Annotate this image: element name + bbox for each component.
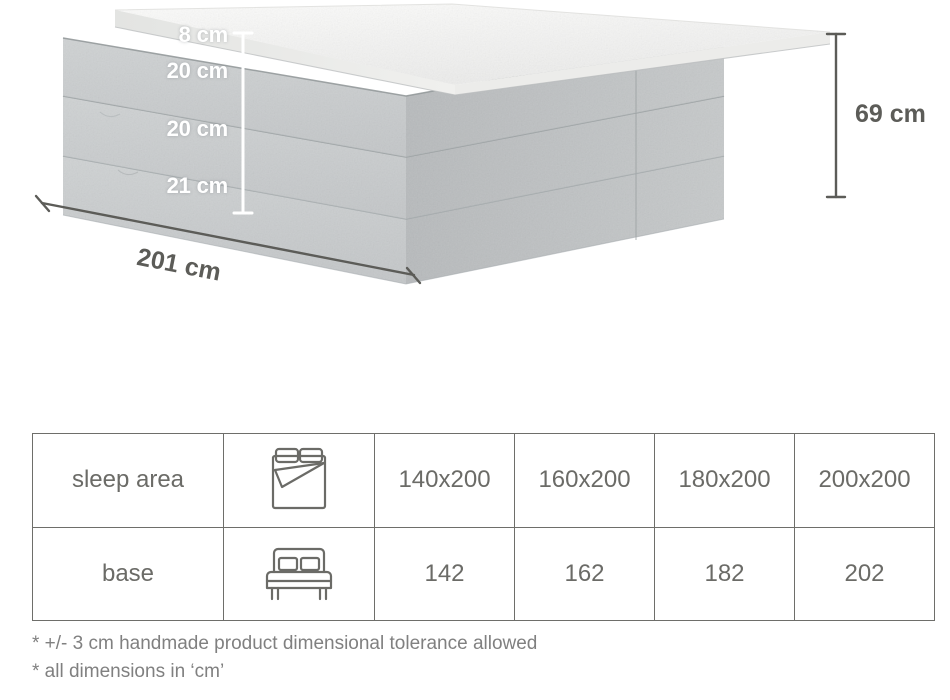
table-row: base 142 162 182 202: [32, 526, 935, 621]
mattress-stack-svg: [34, 3, 847, 285]
cell-sleep-area-180: 180x200: [654, 433, 795, 528]
mattress-stack-illustration: 8 cm 20 cm 20 cm 21 cm 69 cm 201 cm: [34, 3, 926, 287]
label-layer-mattress-upper: 20 cm: [166, 58, 229, 83]
footnotes: * +/- 3 cm handmade product dimensional …: [32, 630, 912, 685]
label-layer-topper: 8 cm: [178, 22, 229, 47]
bed-front-view-icon: [265, 547, 333, 600]
label-layer-mattress-mid: 20 cm: [166, 116, 229, 141]
cell-base-142: 142: [374, 526, 515, 621]
cell-base-182: 182: [654, 526, 795, 621]
length-dimension-line: [34, 194, 422, 285]
footnote-tolerance: * +/- 3 cm handmade product dimensional …: [32, 633, 538, 654]
cell-sleep-area-160: 160x200: [514, 433, 655, 528]
cell-base-162: 162: [514, 526, 655, 621]
bed-front-view-icon-cell: [223, 526, 375, 621]
height-dimension-line: [825, 32, 847, 199]
bed-top-view-icon-cell: [223, 433, 375, 528]
cell-base-202: 202: [794, 526, 935, 621]
row-label-sleep-area: sleep area: [32, 433, 224, 528]
dimensions-table: sleep area 140x200 160x200 180x200 200x2…: [32, 433, 935, 621]
row-label-base: base: [32, 526, 224, 621]
bed-top-view-icon: [271, 448, 327, 510]
layer-dimension-line: [232, 31, 254, 215]
table-row: sleep area 140x200 160x200 180x200 200x2…: [32, 433, 935, 528]
label-layer-base: 21 cm: [166, 173, 229, 198]
layer-topper-8cm: [114, 3, 831, 96]
cell-sleep-area-140: 140x200: [374, 433, 515, 528]
cell-sleep-area-200: 200x200: [794, 433, 935, 528]
footnote-units: * all dimensions in ‘cm’: [32, 660, 225, 682]
label-total-height: 69 cm: [855, 100, 926, 128]
